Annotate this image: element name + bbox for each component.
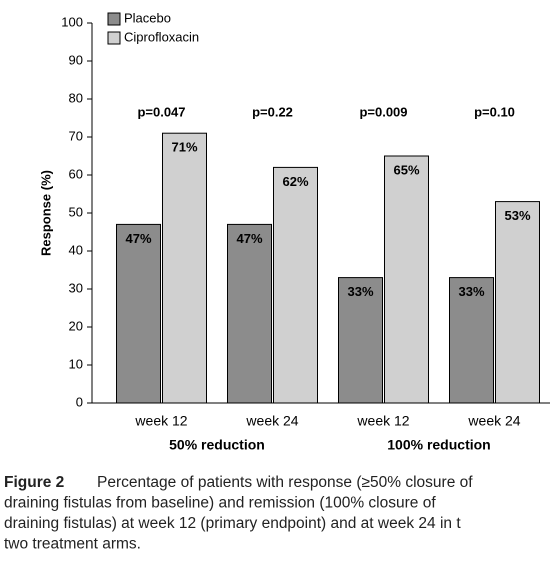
bar bbox=[495, 201, 540, 404]
p-value: p=0.047 bbox=[137, 104, 185, 119]
y-tick-label: 20 bbox=[69, 318, 83, 333]
caption-label: Figure 2 bbox=[4, 474, 64, 491]
y-tick-label: 30 bbox=[69, 280, 83, 295]
bar bbox=[227, 223, 272, 404]
value-label: 47% bbox=[125, 231, 151, 246]
value-label: 53% bbox=[504, 208, 530, 223]
bar bbox=[338, 277, 383, 404]
y-tick-label: 60 bbox=[69, 166, 83, 181]
p-value: p=0.009 bbox=[359, 104, 407, 119]
caption-line: Percentage of patients with response (≥5… bbox=[97, 474, 473, 491]
y-tick-label: 90 bbox=[69, 52, 83, 67]
x-tick-label: week 12 bbox=[356, 413, 409, 429]
group-label: 50% reduction bbox=[169, 437, 265, 453]
value-label: 62% bbox=[282, 174, 308, 189]
bar bbox=[116, 223, 161, 404]
bar bbox=[449, 277, 494, 404]
legend-label: Placebo bbox=[124, 10, 171, 25]
y-tick-label: 0 bbox=[76, 394, 83, 409]
p-value: p=0.10 bbox=[474, 104, 515, 119]
bar bbox=[273, 166, 318, 404]
bar bbox=[162, 132, 207, 404]
x-tick-label: week 12 bbox=[134, 413, 187, 429]
value-label: 47% bbox=[236, 231, 262, 246]
x-tick-label: week 24 bbox=[467, 413, 520, 429]
group-label: 100% reduction bbox=[387, 437, 490, 453]
value-label: 71% bbox=[171, 140, 197, 155]
caption-line: draining fistulas from baseline) and rem… bbox=[4, 495, 436, 512]
y-tick-label: 70 bbox=[69, 128, 83, 143]
value-label: 65% bbox=[393, 162, 419, 177]
legend-swatch bbox=[107, 31, 121, 45]
y-tick-label: 40 bbox=[69, 242, 83, 257]
value-label: 33% bbox=[347, 284, 373, 299]
y-tick-label: 100 bbox=[61, 14, 83, 29]
legend-swatch bbox=[107, 12, 121, 26]
y-tick-label: 80 bbox=[69, 90, 83, 105]
y-tick-label: 50 bbox=[69, 204, 83, 219]
caption-line: draining fistulas) at week 12 (primary e… bbox=[4, 515, 461, 532]
caption-line: two treatment arms. bbox=[4, 536, 141, 553]
p-value: p=0.22 bbox=[252, 104, 293, 119]
y-tick-label: 10 bbox=[69, 356, 83, 371]
x-tick-label: week 24 bbox=[245, 413, 298, 429]
legend-label: Ciprofloxacin bbox=[124, 29, 199, 44]
bar bbox=[384, 155, 429, 404]
y-axis-label: Response (%) bbox=[38, 170, 53, 256]
value-label: 33% bbox=[458, 284, 484, 299]
